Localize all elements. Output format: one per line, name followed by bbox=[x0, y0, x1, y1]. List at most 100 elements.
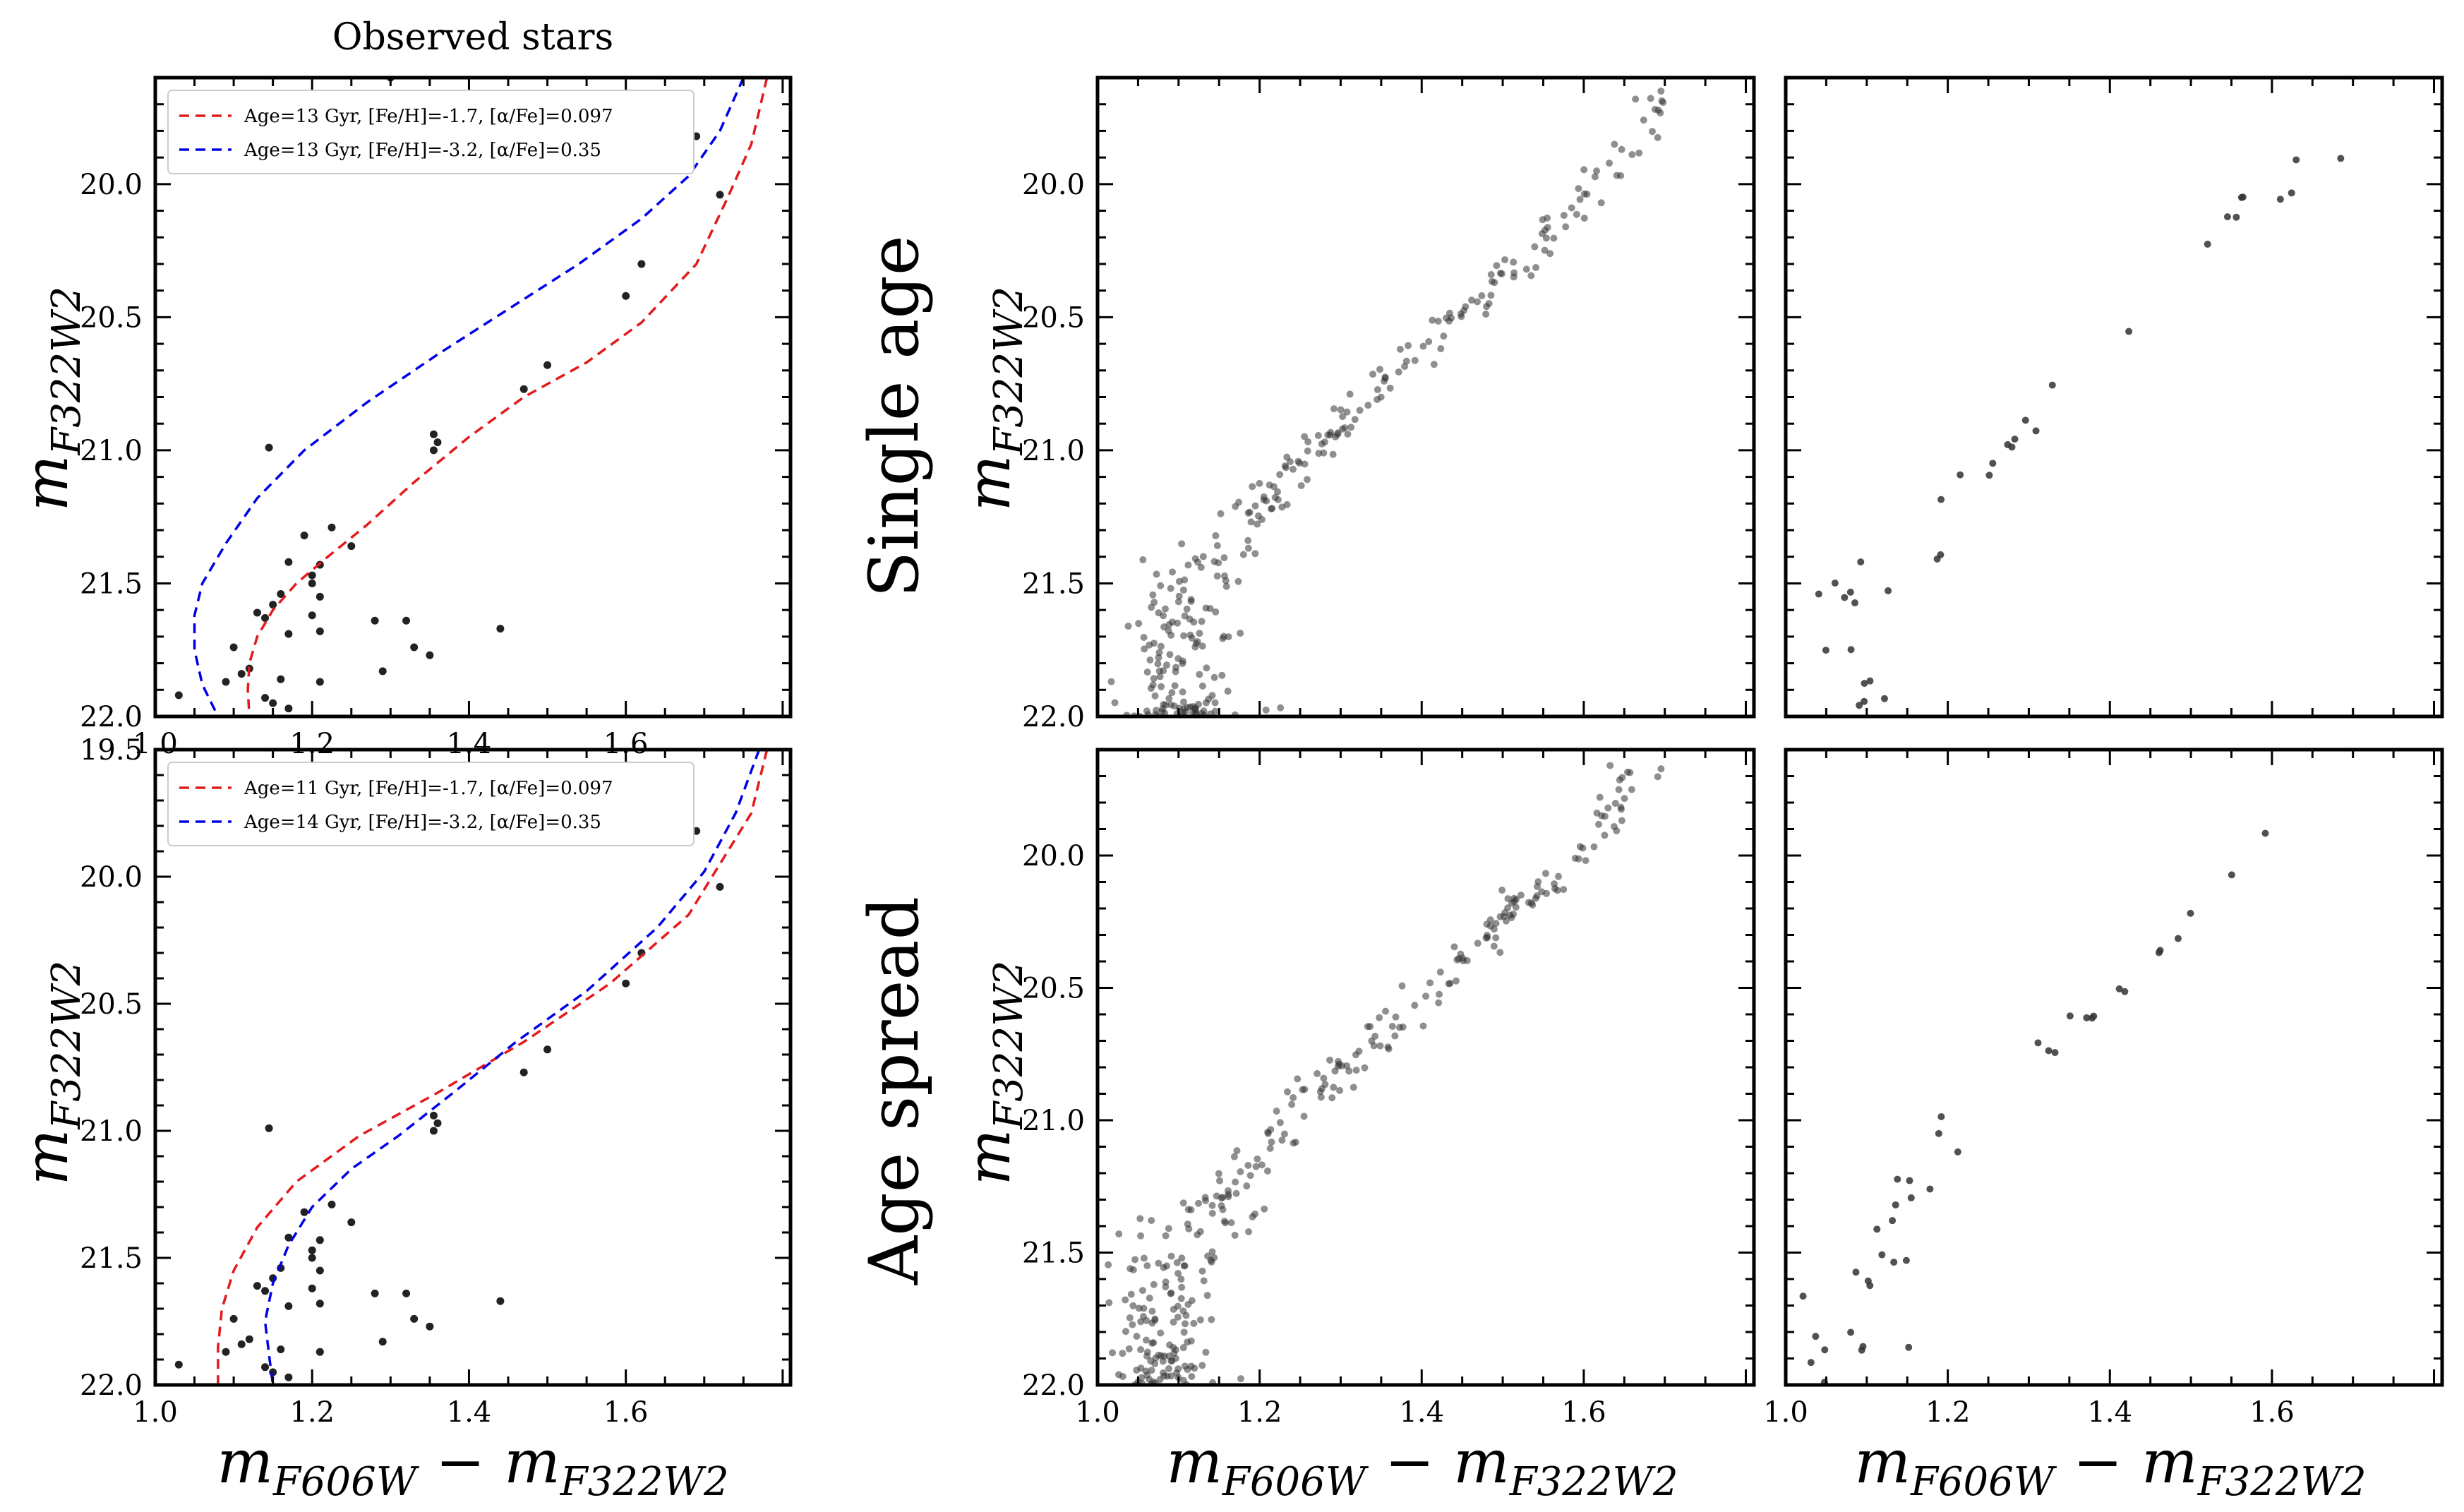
model-star-point bbox=[1618, 817, 1625, 824]
model-star-point bbox=[1613, 172, 1621, 179]
observed-star-point bbox=[308, 571, 316, 580]
observed-star-point bbox=[402, 1289, 411, 1297]
model-star-point bbox=[1198, 642, 1206, 650]
observed-star-point bbox=[371, 616, 379, 625]
ylabel-sub: F322W2 bbox=[986, 287, 1032, 456]
model-star-point bbox=[1648, 128, 1656, 136]
model-star-point bbox=[1155, 1259, 1162, 1267]
model-star-point bbox=[1148, 1339, 1156, 1347]
model-star-point bbox=[1546, 250, 1554, 258]
model-star-point bbox=[1430, 361, 1438, 368]
y-tick-label: 20.5 bbox=[1022, 973, 1085, 1005]
model-star-point bbox=[1188, 634, 1196, 642]
model-star-point bbox=[1392, 1013, 1400, 1021]
panel-top-middle: 20.0 20.5 21.0 21.5 22.0 bbox=[1022, 76, 1756, 733]
model-star-point bbox=[1194, 637, 1201, 645]
model-star-point bbox=[1329, 450, 1337, 458]
model-star-point bbox=[1890, 1259, 1898, 1266]
model-star-point bbox=[2228, 871, 2235, 879]
model-star-point bbox=[1212, 532, 1220, 539]
model-star-point bbox=[2083, 1014, 2091, 1021]
model-star-point bbox=[1160, 1264, 1167, 1271]
model-star-point bbox=[1208, 1248, 1216, 1256]
model-star-point bbox=[1143, 707, 1150, 715]
model-star-point bbox=[1232, 1189, 1240, 1197]
model-star-point bbox=[1157, 642, 1165, 650]
model-star-point bbox=[1148, 1307, 1156, 1315]
model-star-point bbox=[1195, 1199, 1203, 1207]
model-star-point bbox=[1501, 256, 1509, 263]
model-star-point bbox=[1222, 582, 1230, 590]
model-star-point bbox=[1258, 1161, 1266, 1169]
model-star-point bbox=[1191, 555, 1199, 563]
model-star-point bbox=[1902, 1256, 1910, 1264]
model-star-point bbox=[1122, 1328, 1129, 1336]
model-star-point bbox=[1127, 1290, 1135, 1298]
row-label-single-age: Single age bbox=[855, 235, 934, 597]
model-star-point bbox=[1153, 570, 1160, 578]
model-star-point bbox=[1510, 273, 1518, 281]
model-star-point bbox=[1126, 1314, 1134, 1321]
model-star-point bbox=[1301, 1086, 1309, 1093]
model-star-point bbox=[1851, 599, 1858, 607]
observed-star-point bbox=[519, 385, 528, 393]
model-star-point bbox=[1233, 1147, 1241, 1155]
model-star-point bbox=[1268, 505, 1276, 512]
model-star-point bbox=[1244, 544, 1252, 552]
model-star-point bbox=[1807, 1359, 1815, 1367]
observed-star-point bbox=[308, 1284, 316, 1292]
model-star-point bbox=[1177, 1295, 1185, 1302]
model-star-point bbox=[1200, 1277, 1208, 1285]
model-star-point bbox=[1595, 820, 1603, 828]
observed-star-point bbox=[265, 1124, 273, 1132]
ylabel-middle-top: mF322W2 bbox=[954, 287, 1032, 512]
model-star-point bbox=[1339, 413, 1347, 421]
model-star-point bbox=[1166, 651, 1174, 659]
observed-star-point bbox=[315, 678, 324, 686]
model-star-point bbox=[1262, 706, 1270, 714]
model-star-point bbox=[1474, 940, 1482, 947]
model-star-point bbox=[1143, 1316, 1150, 1324]
model-star-point bbox=[1878, 1251, 1886, 1259]
model-star-point bbox=[1252, 1163, 1260, 1170]
observed-star-point bbox=[277, 675, 285, 683]
observed-star-point bbox=[300, 532, 308, 540]
x-tick-label: 1.4 bbox=[2087, 1396, 2132, 1429]
model-star-point bbox=[1261, 1205, 1268, 1213]
model-star-point bbox=[1989, 460, 1997, 467]
observed-star-point bbox=[496, 625, 505, 633]
model-star-point bbox=[1954, 1148, 1961, 1156]
x-tick-label: 1.6 bbox=[603, 1396, 649, 1429]
model-star-point bbox=[1926, 1185, 1934, 1193]
observed-star-point bbox=[315, 1236, 324, 1244]
model-star-point bbox=[1937, 1112, 1945, 1120]
model-star-point bbox=[1658, 97, 1666, 104]
plot-area bbox=[174, 78, 769, 716]
model-star-point bbox=[1401, 363, 1409, 371]
model-star-point bbox=[1301, 433, 1309, 440]
y-tick-label: 21.0 bbox=[80, 435, 143, 467]
model-star-point bbox=[1657, 765, 1665, 773]
model-star-point bbox=[2125, 328, 2133, 335]
model-star-point bbox=[1142, 1367, 1150, 1375]
panel-bottom-middle: 1.0 1.2 1.4 1.6 20.0 20.5 21.0 21.5 22.0 bbox=[1022, 748, 1756, 1429]
observed-star-point bbox=[277, 590, 285, 599]
model-star-point bbox=[2089, 1014, 2096, 1022]
observed-star-point bbox=[543, 1045, 552, 1054]
observed-star-point bbox=[426, 1322, 434, 1331]
legend-entry: Age=13 Gyr, [Fe/H]=-3.2, [α/Fe]=0.35 bbox=[244, 140, 601, 161]
model-star-point bbox=[1133, 1367, 1141, 1374]
model-star-point bbox=[1366, 1023, 1374, 1031]
observed-star-point bbox=[308, 579, 316, 587]
model-star-point bbox=[1846, 588, 1854, 596]
observed-star-point bbox=[229, 643, 238, 652]
svg-text:mF322W2: mF322W2 bbox=[954, 287, 1032, 512]
model-star-point bbox=[1847, 1328, 1855, 1336]
observed-star-point bbox=[315, 627, 324, 635]
observed-star-point bbox=[315, 1266, 324, 1275]
model-star-point bbox=[1172, 1346, 1179, 1354]
observed-star-point bbox=[308, 1246, 316, 1254]
model-star-point bbox=[1143, 1262, 1151, 1270]
model-star-point bbox=[1174, 1270, 1182, 1278]
model-star-point bbox=[1492, 920, 1500, 928]
